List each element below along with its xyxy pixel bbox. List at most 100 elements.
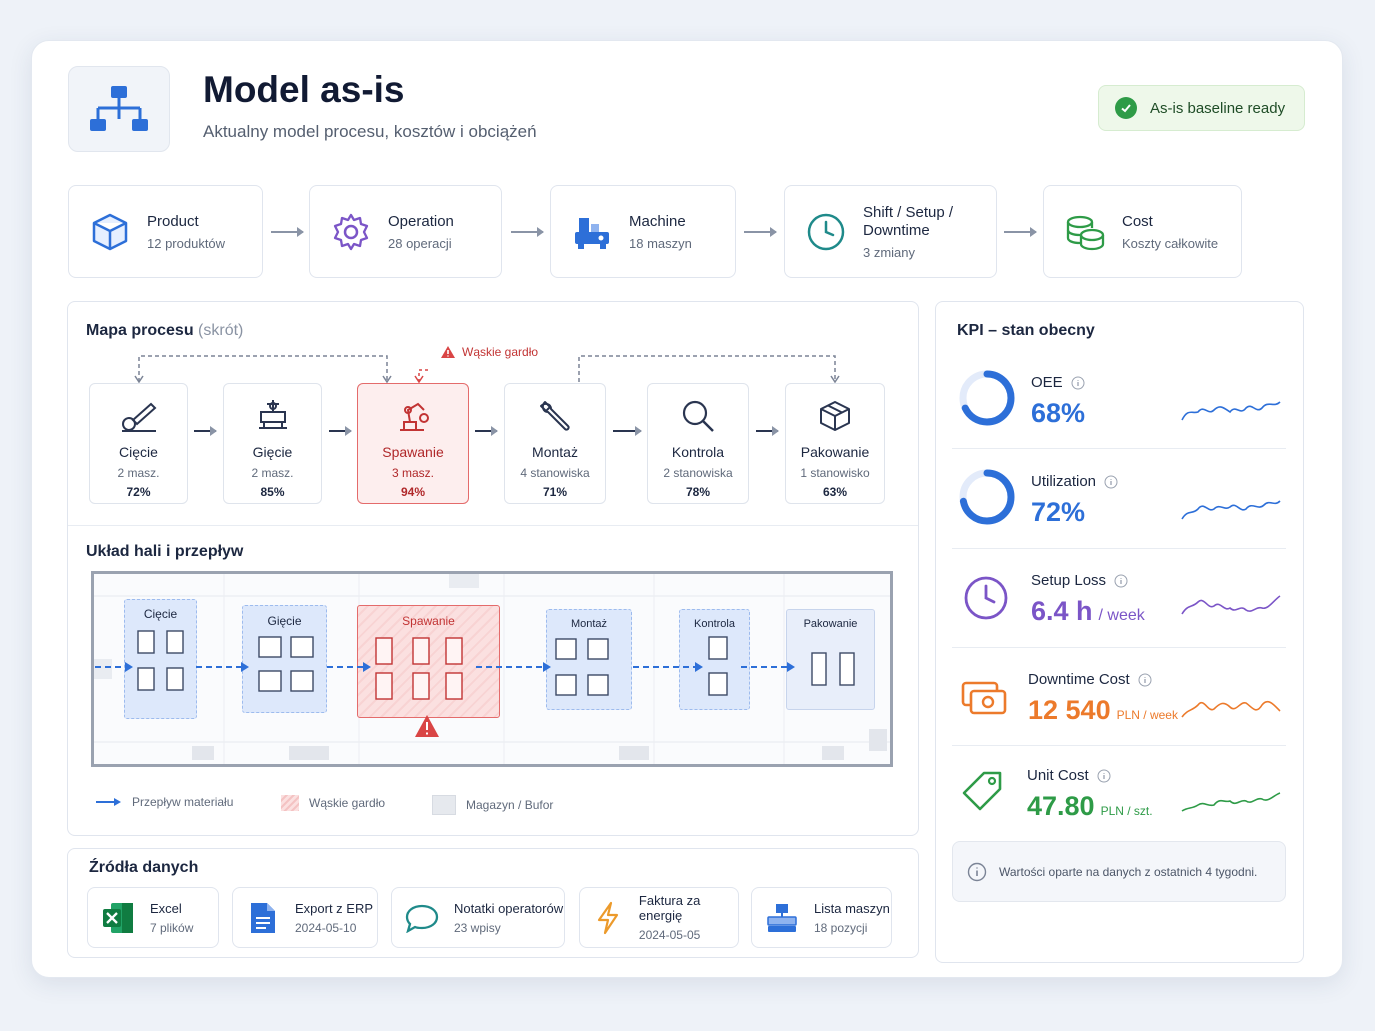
magnifier-icon	[648, 396, 748, 436]
step-name: Pakowanie	[800, 444, 870, 460]
model-card-label: Machine	[629, 212, 686, 230]
model-card-sub: 28 operacji	[388, 235, 452, 251]
warning-icon	[415, 715, 439, 737]
cube-icon	[89, 211, 131, 253]
zone-label: Cięcie	[143, 607, 178, 621]
model-card-product[interactable]: Product 12 produktów	[68, 185, 263, 278]
zone-label: Montaż	[570, 618, 608, 630]
info-icon	[1071, 376, 1085, 389]
model-card-operation[interactable]: Operation 28 operacji	[309, 185, 502, 278]
source-energy-invoice[interactable]: Faktura za energię 2024-05-05	[579, 887, 739, 948]
step-machines: 1 stanowisko	[800, 466, 870, 480]
process-step-giecie[interactable]: Gięcie 2 masz. 85%	[223, 383, 322, 504]
bottleneck-callout-label: Wąskie gardło	[462, 345, 539, 359]
kpi-note-text: Wartości oparte na danych z ostatnich 4 …	[999, 864, 1258, 879]
kpi-utilization[interactable]: Utilization 72%	[952, 455, 1282, 553]
section-divider	[68, 525, 918, 526]
rework-connectors	[134, 355, 840, 384]
model-card-sub: 18 maszyn	[629, 235, 692, 251]
kpi-unit: / week	[1098, 607, 1145, 624]
source-machine-list[interactable]: Lista maszyn 18 pozycji	[751, 887, 892, 948]
unit-cost-sparkline	[1181, 792, 1281, 812]
process-step-montaz[interactable]: Montaż 4 stanowiska 71%	[504, 383, 606, 504]
money-icon	[961, 681, 1007, 715]
kpi-downtime-cost[interactable]: Downtime Cost 12 540 PLN / week	[952, 653, 1282, 751]
source-label: Excel	[150, 900, 182, 916]
process-step-spawanie[interactable]: Spawanie 3 masz. 94%	[357, 383, 469, 504]
page-title: Model as-is	[203, 69, 405, 110]
press-icon	[224, 396, 321, 436]
zone-pakowanie[interactable]: Pakowanie	[786, 609, 875, 710]
source-sub: 7 plików	[150, 920, 194, 935]
kpi-value-row: 47.80 PLN / szt.	[1027, 791, 1153, 822]
source-sub: 2024-05-10	[295, 920, 357, 935]
model-card-sub: 3 zmiany	[863, 244, 916, 260]
clock-icon	[805, 211, 847, 253]
gear-icon	[330, 211, 372, 253]
kpi-divider	[952, 647, 1286, 648]
oee-sparkline	[1181, 401, 1281, 421]
buffer-swatch	[432, 795, 456, 815]
source-excel[interactable]: Excel 7 plików	[87, 887, 219, 948]
model-card-machine[interactable]: Machine 18 maszyn	[550, 185, 736, 278]
kpi-value: 47.80	[1027, 791, 1095, 821]
model-card-cost[interactable]: Cost Koszty całkowite	[1043, 185, 1242, 278]
chain-arrow	[1004, 227, 1037, 237]
model-card-label: Shift / Setup / Downtime	[863, 203, 954, 239]
kpi-label: Downtime Cost	[1028, 671, 1130, 688]
source-erp[interactable]: Export z ERP 2024-05-10	[232, 887, 378, 948]
page-subtitle: Aktualny model procesu, kosztów i obciąż…	[203, 122, 537, 141]
process-step-ciecie[interactable]: Cięcie 2 masz. 72%	[89, 383, 188, 504]
model-card-sub: Koszty całkowite	[1122, 235, 1219, 251]
layout-title: Układ hali i przepływ	[86, 543, 244, 560]
legend-buffer: Magazyn / Bufor	[432, 795, 553, 815]
kpi-value: 72%	[1031, 497, 1086, 527]
downtime-cost-sparkline	[1181, 700, 1281, 718]
step-machines: 2 stanowiska	[663, 466, 733, 480]
model-card-sub: 12 produktów	[147, 235, 226, 251]
step-load: 63%	[822, 485, 848, 499]
step-machines: 2 masz.	[117, 466, 160, 480]
flow-arrow	[475, 426, 498, 436]
kpi-unit: PLN / week	[1116, 708, 1178, 722]
sources-title: Źródła danych	[89, 859, 199, 876]
kpi-setup-loss[interactable]: Setup Loss 6.4 h / week	[952, 554, 1282, 652]
oee-ring	[959, 370, 1015, 426]
step-name: Cięcie	[119, 444, 158, 460]
legend-buffer-label: Magazyn / Bufor	[466, 798, 554, 812]
zone-giecie[interactable]: Gięcie	[242, 605, 327, 713]
model-card-label: Cost	[1122, 212, 1153, 230]
legend-bottleneck-label: Wąskie gardło	[309, 796, 386, 810]
kpi-unit-cost[interactable]: Unit Cost 47.80 PLN / szt.	[952, 749, 1282, 847]
step-machines: 3 masz.	[391, 466, 434, 480]
process-step-pakowanie[interactable]: Pakowanie 1 stanowisko 63%	[785, 383, 885, 504]
info-icon	[967, 862, 987, 881]
utilization-sparkline	[1181, 500, 1281, 520]
box-icon	[786, 396, 884, 436]
source-sub: 18 pozycji	[814, 920, 868, 935]
kpi-divider	[952, 548, 1286, 549]
process-step-kontrola[interactable]: Kontrola 2 stanowiska 78%	[647, 383, 749, 504]
model-card-label: Product	[147, 212, 199, 230]
zone-label: Spawanie	[402, 614, 455, 628]
zone-label: Pakowanie	[803, 618, 858, 630]
model-card-shift[interactable]: Shift / Setup / Downtime 3 zmiany	[784, 185, 997, 278]
source-notes[interactable]: Notatki operatorów 23 wpisy	[391, 887, 565, 948]
kpi-label: Unit Cost	[1027, 767, 1089, 784]
zone-ciecie[interactable]: Cięcie	[124, 599, 197, 719]
source-sub: 2024-05-05	[638, 928, 701, 942]
step-load: 72%	[126, 485, 151, 499]
kpi-label: Utilization	[1031, 473, 1097, 490]
step-load: 94%	[400, 485, 426, 499]
step-machines: 4 stanowiska	[520, 466, 590, 480]
info-icon	[1114, 574, 1128, 587]
baseline-status-text: As-is baseline ready	[1150, 99, 1286, 117]
zone-label: Kontrola	[694, 618, 735, 630]
kpi-divider	[952, 448, 1286, 449]
info-icon	[1138, 673, 1152, 686]
model-card-label: Operation	[388, 212, 454, 230]
kpi-label-row: OEE	[1031, 374, 1085, 391]
kpi-oee[interactable]: OEE 68%	[952, 356, 1282, 454]
machine-icon	[571, 211, 613, 253]
chain-arrow	[744, 227, 777, 237]
